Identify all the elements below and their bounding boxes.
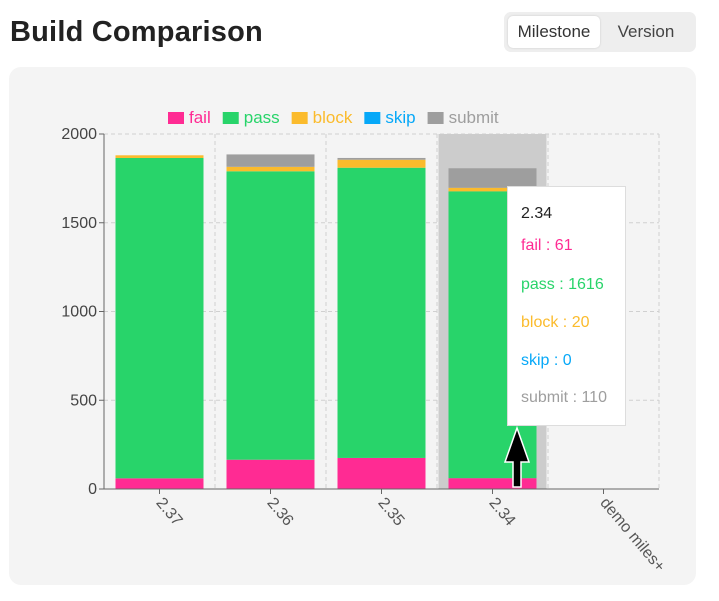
bar-segment-pass xyxy=(115,157,204,479)
bar-segment-pass xyxy=(337,167,426,458)
bars xyxy=(115,154,537,489)
legend-swatch-fail xyxy=(168,112,184,124)
bar-segment-fail xyxy=(448,478,537,489)
tooltip-block: block : 20 xyxy=(521,314,590,331)
chart-tooltip: 2.34 fail : 61 pass : 1616 block : 20 sk… xyxy=(507,186,626,426)
legend-swatch-submit xyxy=(427,112,444,124)
x-tick-label: 2.35 xyxy=(374,495,407,530)
bar-segment-fail xyxy=(337,457,426,489)
legend-label-submit: submit xyxy=(449,108,499,127)
legend-label-fail: fail xyxy=(189,108,211,127)
version-toggle-button[interactable]: Version xyxy=(617,22,675,41)
legend-swatch-block xyxy=(291,112,308,124)
x-tick-label: 2.37 xyxy=(152,495,185,530)
y-tick-label: 2000 xyxy=(61,126,97,143)
tooltip-pass: pass : 1616 xyxy=(521,276,604,293)
view-toggle: Milestone Version xyxy=(504,12,696,52)
tooltip-submit: submit : 110 xyxy=(521,389,607,406)
page-title: Build Comparison xyxy=(10,16,263,48)
mouse-cursor xyxy=(503,425,531,488)
milestone-toggle-button[interactable]: Milestone xyxy=(508,16,600,48)
legend-label-block: block xyxy=(313,108,353,127)
y-tick-label: 500 xyxy=(70,392,97,409)
bar-segment-submit xyxy=(337,157,426,160)
bar-segment-block xyxy=(115,155,204,158)
x-tick-label: demo miles+ xyxy=(596,495,668,576)
legend-label-skip: skip xyxy=(385,108,415,127)
x-tick-label: 2.34 xyxy=(485,495,518,530)
y-tick-label: 0 xyxy=(88,481,97,498)
x-tick-label: 2.36 xyxy=(263,495,296,530)
legend-swatch-pass xyxy=(222,112,239,124)
y-tick-label: 1000 xyxy=(61,304,97,321)
bar-segment-submit xyxy=(448,168,537,188)
bar-segment-pass xyxy=(226,171,315,460)
legend-swatch-skip xyxy=(364,112,381,124)
legend: fail pass block skip submit xyxy=(168,108,499,127)
bar-segment-block xyxy=(226,166,315,172)
cursor-arrow-icon xyxy=(503,425,531,488)
tooltip-fail: fail : 61 xyxy=(521,237,573,254)
tooltip-title: 2.34 xyxy=(521,205,553,222)
bar-segment-fail xyxy=(115,478,204,489)
tooltip-skip: skip : 0 xyxy=(521,352,572,369)
y-tick-label: 1500 xyxy=(61,215,97,232)
legend-label-pass: pass xyxy=(244,108,280,127)
bar-segment-block xyxy=(337,159,426,168)
bar-segment-fail xyxy=(226,459,315,489)
bar-segment-submit xyxy=(226,154,315,167)
bar-segment-block xyxy=(448,187,537,192)
